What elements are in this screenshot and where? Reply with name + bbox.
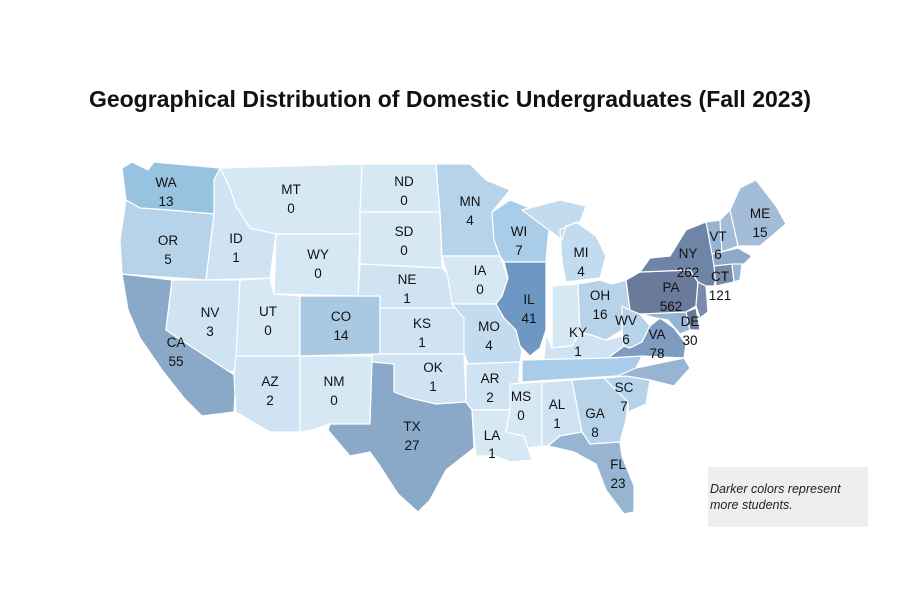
label-NV-abbr: NV <box>201 305 220 320</box>
label-LA-value: 1 <box>488 446 496 461</box>
label-GA-value: 8 <box>591 425 599 440</box>
label-OR-abbr: OR <box>158 233 179 248</box>
label-ND-value: 0 <box>400 193 408 208</box>
label-WV-abbr: WV <box>615 313 637 328</box>
label-WI-abbr: WI <box>511 224 528 239</box>
label-IL-value: 41 <box>521 311 536 326</box>
label-MI-abbr: MI <box>574 245 589 260</box>
label-TX-value: 27 <box>404 438 419 453</box>
label-VT-value: 6 <box>714 247 722 262</box>
label-MN-value: 4 <box>466 213 474 228</box>
label-TX-abbr: TX <box>403 419 420 434</box>
state-WY[interactable] <box>273 233 361 297</box>
label-LA-abbr: LA <box>484 428 501 443</box>
label-SC-abbr: SC <box>615 380 634 395</box>
label-MO-abbr: MO <box>478 319 500 334</box>
label-KS-abbr: KS <box>413 316 431 331</box>
label-KS-value: 1 <box>418 335 426 350</box>
state-CO[interactable] <box>299 295 381 357</box>
label-VT-abbr: VT <box>709 229 726 244</box>
label-NY-abbr: NY <box>679 246 698 261</box>
label-WA-abbr: WA <box>155 175 176 190</box>
label-IL-abbr: IL <box>523 292 535 307</box>
label-WA-value: 13 <box>158 194 173 209</box>
label-OH-value: 16 <box>592 307 607 322</box>
label-KY-value: 1 <box>574 344 582 359</box>
state-SD[interactable] <box>359 211 443 269</box>
label-GA-abbr: GA <box>585 406 605 421</box>
state-MA[interactable] <box>711 247 753 267</box>
label-MS-value: 0 <box>517 408 525 423</box>
label-AZ-value: 2 <box>266 393 274 408</box>
label-NV-value: 3 <box>206 324 214 339</box>
label-PA-abbr: PA <box>662 280 679 295</box>
label-AL-abbr: AL <box>549 397 566 412</box>
state-ME[interactable] <box>729 179 787 247</box>
state-RI[interactable] <box>731 263 743 283</box>
state-NJ[interactable] <box>695 281 709 319</box>
state-TX[interactable] <box>327 361 475 513</box>
state-DE[interactable] <box>685 307 701 331</box>
label-SD-value: 0 <box>400 243 408 258</box>
label-NY-value: 262 <box>677 265 700 280</box>
label-UT-value: 0 <box>264 323 272 338</box>
label-SC-value: 7 <box>620 399 628 414</box>
state-FL[interactable] <box>547 431 635 515</box>
label-AZ-abbr: AZ <box>261 374 278 389</box>
label-DE-abbr: DE <box>681 314 700 329</box>
label-OK-abbr: OK <box>423 360 443 375</box>
label-AL-value: 1 <box>553 416 561 431</box>
label-MI-value: 4 <box>577 264 585 279</box>
label-CA-abbr: CA <box>167 335 186 350</box>
label-CT-value: 121 <box>709 288 732 303</box>
label-VA-value: 78 <box>649 346 664 361</box>
label-MT-value: 0 <box>287 201 295 216</box>
label-NE-abbr: NE <box>398 272 417 287</box>
label-WI-value: 7 <box>515 243 523 258</box>
state-MI[interactable] <box>521 199 607 283</box>
label-WY-abbr: WY <box>307 247 329 262</box>
label-UT-abbr: UT <box>259 304 277 319</box>
label-CO-value: 14 <box>333 328 349 343</box>
label-SD-abbr: SD <box>395 224 414 239</box>
label-FL-abbr: FL <box>610 457 626 472</box>
label-FL-value: 23 <box>610 476 625 491</box>
label-AR-abbr: AR <box>481 371 500 386</box>
label-DE-value: 30 <box>682 333 697 348</box>
label-NE-value: 1 <box>403 291 411 306</box>
label-MS-abbr: MS <box>511 389 531 404</box>
label-OK-value: 1 <box>429 379 437 394</box>
state-IL[interactable] <box>495 261 547 357</box>
label-IA-value: 0 <box>476 282 484 297</box>
label-WY-value: 0 <box>314 266 322 281</box>
label-NM-abbr: NM <box>324 374 345 389</box>
label-IA-abbr: IA <box>474 263 487 278</box>
label-MT-abbr: MT <box>281 182 301 197</box>
label-MO-value: 4 <box>485 338 493 353</box>
label-ND-abbr: ND <box>394 174 414 189</box>
label-ID-abbr: ID <box>229 231 243 246</box>
label-PA-value: 562 <box>660 299 683 314</box>
legend-note: Darker colors represent more students. <box>708 467 868 527</box>
label-CT-abbr: CT <box>711 269 729 284</box>
label-ME-value: 15 <box>752 225 767 240</box>
label-WV-value: 6 <box>622 332 630 347</box>
label-CA-value: 55 <box>168 354 183 369</box>
state-NV[interactable] <box>165 279 241 373</box>
label-CO-abbr: CO <box>331 309 351 324</box>
label-OR-value: 5 <box>164 252 172 267</box>
label-AR-value: 2 <box>486 390 494 405</box>
label-VA-abbr: VA <box>648 327 665 342</box>
label-NM-value: 0 <box>330 393 338 408</box>
state-NC[interactable] <box>585 357 691 387</box>
label-MN-abbr: MN <box>460 194 481 209</box>
label-KY-abbr: KY <box>569 325 587 340</box>
state-labels: WA 13 OR 5 CA 55 ID 1 NV 3 MT 0 WY 0 UT … <box>155 174 770 491</box>
page-title: Geographical Distribution of Domestic Un… <box>88 86 812 112</box>
label-ME-abbr: ME <box>750 206 770 221</box>
label-ID-value: 1 <box>232 250 240 265</box>
label-OH-abbr: OH <box>590 288 610 303</box>
